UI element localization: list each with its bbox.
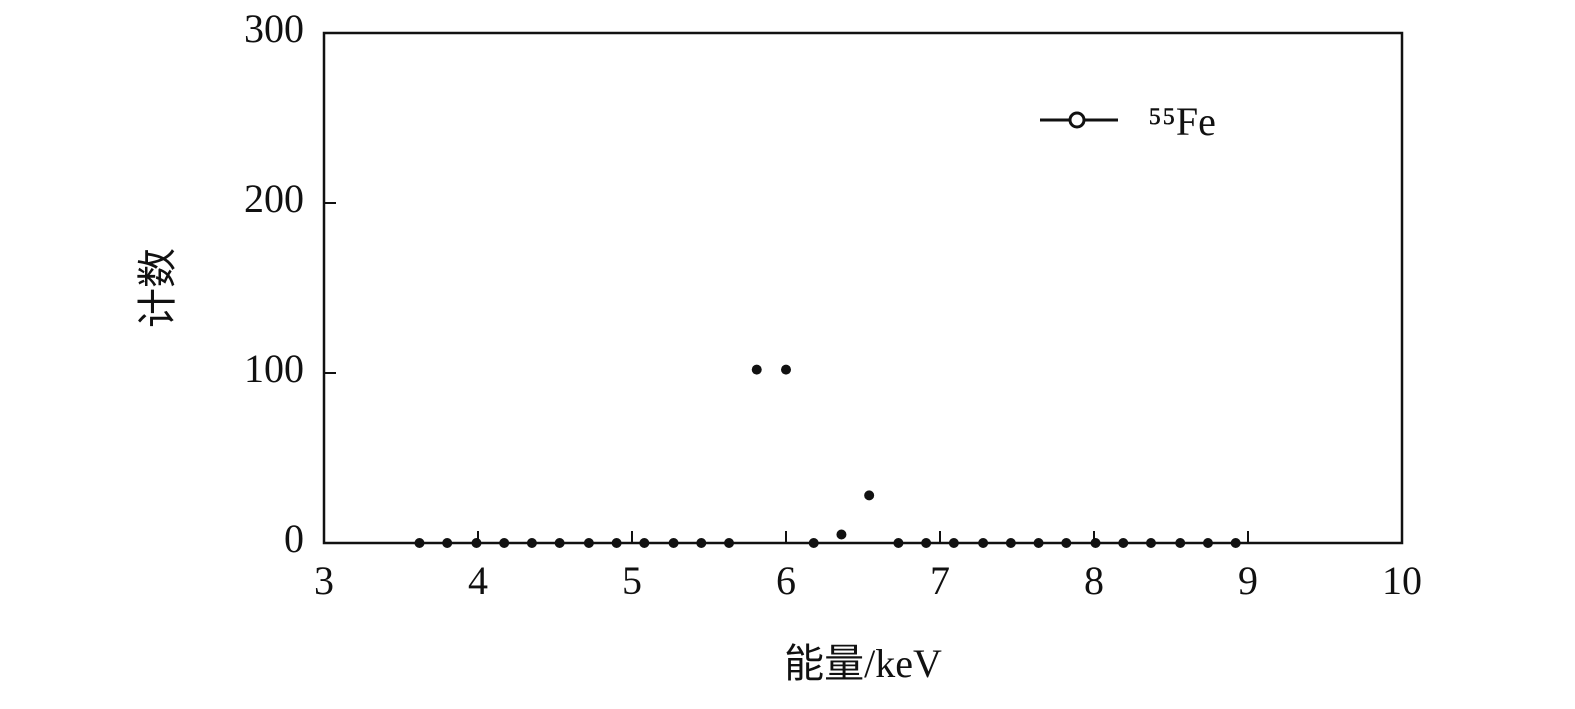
data-point: [611, 538, 622, 548]
data-point: [668, 538, 679, 548]
legend-label: ⁵⁵Fe: [1148, 99, 1216, 144]
y-tick-label: 200: [244, 176, 304, 221]
data-point: [1175, 538, 1186, 548]
y-axis-label: 计数: [135, 248, 180, 328]
data-point: [471, 538, 482, 548]
data-point: [1230, 538, 1241, 548]
data-point: [1005, 538, 1016, 548]
x-tick-label: 6: [776, 558, 796, 603]
x-tick-label: 9: [1238, 558, 1258, 603]
data-point: [864, 490, 875, 501]
data-point: [808, 538, 819, 548]
data-point: [499, 538, 510, 548]
data-point: [724, 538, 735, 548]
data-point: [1145, 538, 1156, 548]
data-point: [948, 538, 959, 548]
data-point: [1118, 538, 1129, 548]
data-point: [893, 538, 904, 548]
data-point: [583, 538, 594, 548]
data-point: [1202, 538, 1213, 548]
y-tick-label: 300: [244, 6, 304, 51]
data-point: [1061, 538, 1072, 548]
data-point: [639, 538, 650, 548]
data-point: [554, 538, 565, 548]
data-point: [1033, 538, 1044, 548]
x-tick-label: 5: [622, 558, 642, 603]
data-point: [978, 538, 989, 548]
data-point: [526, 538, 537, 548]
x-tick-label: 7: [930, 558, 950, 603]
x-tick-label: 3: [314, 558, 334, 603]
x-tick-label: 8: [1084, 558, 1104, 603]
data-point: [781, 364, 791, 375]
y-tick-label: 100: [244, 346, 304, 391]
data-point: [1090, 538, 1101, 548]
data-point: [751, 364, 762, 375]
plot-frame: [322, 31, 1404, 545]
x-tick-label: 10: [1382, 558, 1422, 603]
data-point: [836, 529, 847, 540]
y-tick-label: 0: [284, 516, 304, 561]
x-tick-label: 4: [468, 558, 488, 603]
data-point: [696, 538, 707, 548]
data-point: [921, 538, 932, 548]
x-axis-label: 能量/keV: [784, 641, 942, 686]
data-point: [442, 538, 453, 548]
legend-marker: [1068, 111, 1086, 129]
data-point: [414, 538, 425, 548]
